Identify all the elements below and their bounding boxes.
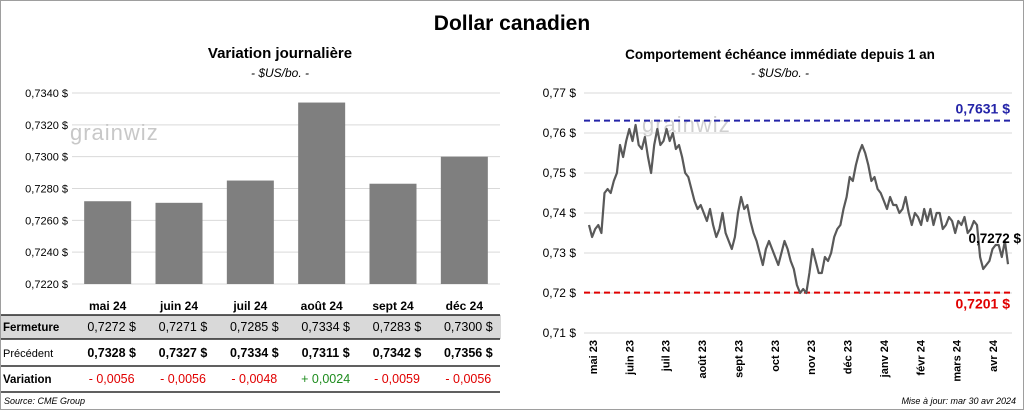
table-cell: 0,7342 $: [373, 346, 422, 360]
table-cell: 0,7328 $: [87, 346, 136, 360]
watermark-logo: grainwiz: [70, 120, 159, 145]
table-cell: 0,7283 $: [373, 320, 422, 334]
line-x-tick-label: janv 24: [879, 339, 891, 378]
main-title: Dollar canadien: [433, 12, 591, 35]
table-cell: - 0,0056: [160, 372, 206, 386]
table-cell: 0,7334 $: [230, 346, 279, 360]
update-note: Mise à jour: mar 30 avr 2024: [901, 396, 1016, 406]
bar-chart-title: Variation journalière: [207, 45, 353, 62]
bar-y-tick-label: 0,7340 $: [25, 88, 68, 100]
bar-y-tick-label: 0,7320 $: [25, 120, 68, 132]
bar-y-tick-label: 0,7280 $: [25, 184, 68, 196]
bar-x-tick-label: juin 24: [159, 299, 198, 313]
line-x-tick-label: juin 23: [624, 340, 636, 376]
table-row-label: Précédent: [3, 348, 53, 360]
bar-x-tick-label: déc 24: [446, 299, 484, 313]
line-y-tick-label: 0,73 $: [543, 246, 577, 260]
table-cell: + 0,0024: [301, 372, 350, 386]
table-cell: - 0,0056: [89, 372, 135, 386]
line-y-tick-label: 0,74 $: [543, 206, 577, 220]
table-cell: 0,7285 $: [230, 320, 279, 334]
line-y-tick-label: 0,71 $: [543, 326, 577, 340]
bar: [226, 180, 274, 284]
bar-y-tick-label: 0,7240 $: [25, 247, 68, 259]
table-row-label: Variation: [3, 374, 52, 386]
table-cell: - 0,0048: [231, 372, 277, 386]
bar-y-tick-label: 0,7260 $: [25, 215, 68, 227]
line-x-tick-label: avr 24: [988, 339, 1000, 372]
bar-x-tick-label: sept 24: [372, 299, 414, 313]
line-x-tick-label: mars 24: [952, 339, 964, 381]
line-y-tick-label: 0,75 $: [543, 166, 577, 180]
table-cell: 0,7300 $: [444, 320, 493, 334]
line-x-tick-label: août 23: [697, 340, 709, 379]
line-y-tick-label: 0,77 $: [543, 86, 577, 100]
table-cell: 0,7327 $: [159, 346, 208, 360]
table-cell: 0,7271 $: [159, 320, 208, 334]
line-x-tick-label: déc 23: [843, 340, 855, 374]
line-x-tick-label: sept 23: [733, 340, 745, 378]
line-x-tick-label: févr 24: [915, 339, 927, 375]
bar: [298, 102, 346, 284]
bar-x-tick-label: juil 24: [232, 299, 267, 313]
line-chart-title: Comportement échéance immédiate depuis 1…: [625, 47, 935, 62]
table-cell: 0,7356 $: [444, 346, 493, 360]
bar-x-tick-label: août 24: [301, 299, 343, 313]
line-x-tick-label: oct 23: [770, 340, 782, 372]
table-cell: 0,7272 $: [87, 320, 136, 334]
source-note: Source: CME Group: [4, 396, 86, 406]
line-chart-subtitle: - $US/bo. -: [750, 66, 810, 80]
bar: [369, 183, 417, 284]
line-y-tick-label: 0,72 $: [543, 286, 577, 300]
table-cell: - 0,0056: [445, 372, 491, 386]
line-x-tick-label: juil 23: [661, 340, 673, 372]
last-value-label: 0,7272 $: [968, 231, 1021, 246]
table-cell: - 0,0059: [374, 372, 420, 386]
high-value-label: 0,7631 $: [956, 101, 1011, 117]
bar-y-tick-label: 0,7220 $: [25, 279, 68, 291]
bar-chart-subtitle: - $US/bo. -: [250, 66, 310, 80]
bar: [155, 202, 203, 284]
bar-y-tick-label: 0,7300 $: [25, 152, 68, 164]
line-x-tick-label: nov 23: [806, 340, 818, 375]
bar-x-tick-label: mai 24: [89, 299, 127, 313]
table-cell: 0,7334 $: [301, 320, 350, 334]
table-row-label: Fermeture: [3, 322, 59, 334]
table-cell: 0,7311 $: [302, 346, 350, 360]
bar: [84, 201, 132, 284]
bar: [440, 156, 488, 284]
price-series-line: [587, 123, 1010, 295]
low-value-label: 0,7201 $: [956, 296, 1011, 312]
line-x-tick-label: mai 23: [588, 340, 600, 374]
line-y-tick-label: 0,76 $: [543, 126, 577, 140]
table-row-band: [1, 315, 501, 339]
